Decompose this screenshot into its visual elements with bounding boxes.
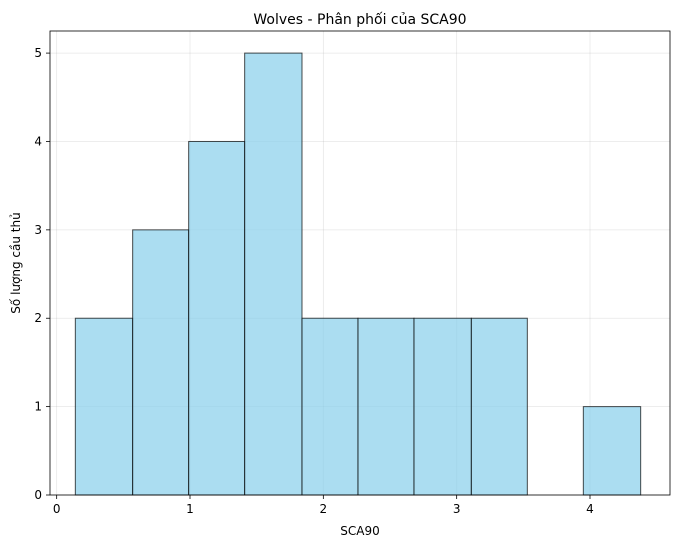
histogram-bar-6 [413, 317, 472, 496]
histogram-bar-1 [132, 229, 190, 496]
x-tick-label-1: 1 [186, 502, 194, 516]
histogram-bar-0 [74, 317, 134, 496]
histogram-bar-7 [470, 317, 528, 496]
x-tick-label-3: 3 [453, 502, 461, 516]
y-tick-label-4: 4 [34, 134, 42, 148]
histogram-bar-2 [188, 140, 246, 496]
x-axis-ticks: 0 1 2 3 4 [53, 495, 594, 516]
x-axis-label: SCA90 [340, 524, 379, 538]
y-tick-label-5: 5 [34, 46, 42, 60]
histogram-bar-4 [301, 317, 359, 496]
x-tick-label-4: 4 [586, 502, 594, 516]
histogram-bar-3 [244, 52, 303, 496]
x-tick-label-2: 2 [320, 502, 328, 516]
x-tick-label-0: 0 [53, 502, 61, 516]
histogram-bar-5 [357, 317, 415, 496]
histogram-bar-9 [582, 406, 642, 496]
chart-title: Wolves - Phân phối của SCA90 [253, 11, 466, 28]
y-tick-label-2: 2 [34, 311, 42, 325]
y-axis-ticks: 0 1 2 3 4 5 [34, 46, 50, 502]
y-tick-label-3: 3 [34, 223, 42, 237]
y-tick-label-1: 1 [34, 400, 42, 414]
y-tick-label-0: 0 [34, 488, 42, 502]
y-axis-label: Số lượng cầu thủ [9, 212, 23, 313]
bars [74, 52, 642, 496]
plot-frame [49, 30, 671, 496]
